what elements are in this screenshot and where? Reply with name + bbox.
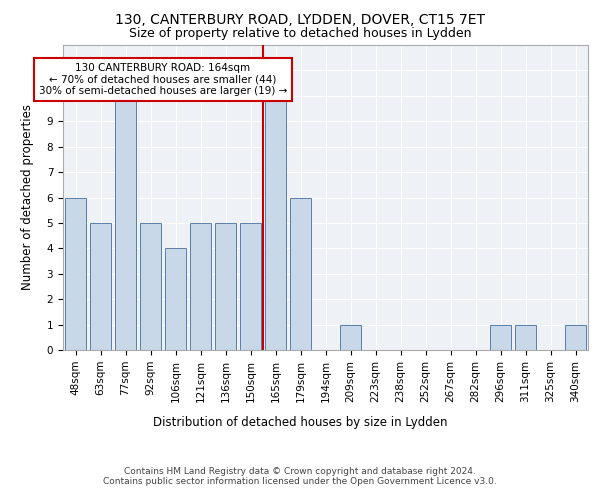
Text: Contains public sector information licensed under the Open Government Licence v3: Contains public sector information licen… (103, 477, 497, 486)
Bar (515, 324, 536, 350)
Bar (340, 324, 361, 350)
Bar (115, 96, 136, 350)
Bar (165, 248, 186, 350)
Bar (140, 223, 161, 350)
Bar (190, 223, 211, 350)
Bar (65, 198, 86, 350)
Y-axis label: Number of detached properties: Number of detached properties (22, 104, 34, 290)
Text: Size of property relative to detached houses in Lydden: Size of property relative to detached ho… (129, 28, 471, 40)
Bar (490, 324, 511, 350)
Bar (265, 96, 286, 350)
Bar (215, 223, 236, 350)
Text: 130 CANTERBURY ROAD: 164sqm
← 70% of detached houses are smaller (44)
30% of sem: 130 CANTERBURY ROAD: 164sqm ← 70% of det… (39, 63, 287, 96)
Bar (565, 324, 586, 350)
Bar (290, 198, 311, 350)
Bar (90, 223, 111, 350)
Text: 130, CANTERBURY ROAD, LYDDEN, DOVER, CT15 7ET: 130, CANTERBURY ROAD, LYDDEN, DOVER, CT1… (115, 12, 485, 26)
Text: Contains HM Land Registry data © Crown copyright and database right 2024.: Contains HM Land Registry data © Crown c… (124, 467, 476, 476)
Bar (240, 223, 261, 350)
Text: Distribution of detached houses by size in Lydden: Distribution of detached houses by size … (153, 416, 447, 429)
